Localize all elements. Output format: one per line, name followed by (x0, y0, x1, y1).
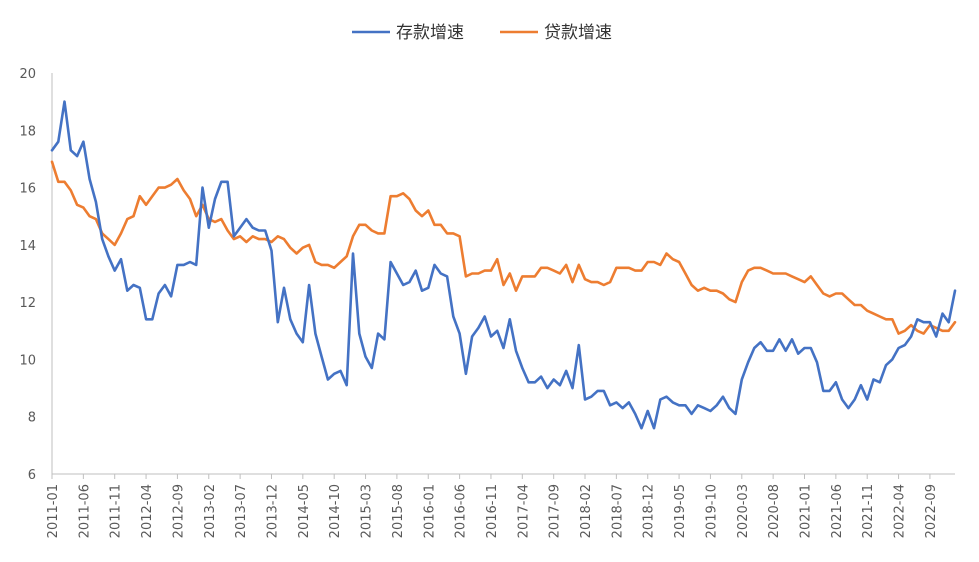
x-tick-label: 2022-04 (893, 484, 908, 538)
chart-legend: 存款增速 贷款增速 (352, 23, 612, 43)
y-tick-label: 14 (19, 239, 36, 254)
series-line-1 (50, 160, 957, 335)
y-tick-label: 8 (28, 411, 36, 426)
y-tick-label: 20 (19, 67, 36, 82)
x-tick-label: 2021-01 (799, 484, 814, 538)
y-tick-label: 6 (28, 468, 36, 483)
x-tick-label: 2019-10 (704, 484, 719, 538)
x-tick-label: 2015-03 (360, 484, 375, 538)
x-tick-label: 2020-03 (736, 484, 751, 538)
x-tick-label: 2014-10 (328, 484, 343, 538)
x-tick-label: 2018-07 (610, 484, 625, 538)
y-axis-labels: 6 8 10 12 14 16 18 20 (19, 67, 36, 483)
x-tick-label: 2011-11 (109, 484, 124, 538)
x-tick-label: 2013-02 (203, 484, 218, 538)
x-tick-label: 2011-01 (46, 484, 61, 538)
x-tick-label: 2022-09 (924, 484, 939, 538)
x-tick-label: 2013-12 (265, 484, 280, 538)
x-tick-label: 2012-09 (171, 484, 186, 538)
x-tick-label: 2016-06 (454, 484, 469, 538)
x-tick-label: 2016-11 (485, 484, 500, 538)
y-tick-label: 18 (19, 124, 36, 139)
x-tick-label: 2014-05 (297, 484, 312, 538)
x-axis: 2011-01 2011-06 2011-11 2012-04 2012-09 2013-… (46, 473, 955, 538)
legend-label-1: 贷款增速 (544, 23, 612, 43)
x-tick-label: 2018-12 (642, 484, 657, 538)
x-tick-label: 2017-04 (516, 484, 531, 538)
x-tick-label: 2021-11 (861, 484, 876, 538)
x-tick-label: 2013-07 (234, 484, 249, 538)
legend-label-0: 存款增速 (396, 23, 464, 43)
series-layer (50, 100, 957, 430)
x-tick-label: 2012-04 (140, 484, 155, 538)
x-tick-label: 2017-09 (548, 484, 563, 538)
x-tick-label: 2015-08 (391, 484, 406, 538)
x-tick-label: 2016-01 (422, 484, 437, 538)
y-tick-label: 16 (19, 182, 36, 197)
x-tick-label: 2021-06 (830, 484, 845, 538)
x-tick-label: 2019-05 (673, 484, 688, 538)
x-tick-label: 2011-06 (77, 484, 92, 538)
x-tick-label: 2020-08 (767, 484, 782, 538)
x-tick-label: 2018-02 (579, 484, 594, 538)
y-tick-label: 12 (19, 296, 36, 311)
series-line-0 (50, 100, 957, 430)
y-tick-label: 10 (19, 353, 36, 368)
